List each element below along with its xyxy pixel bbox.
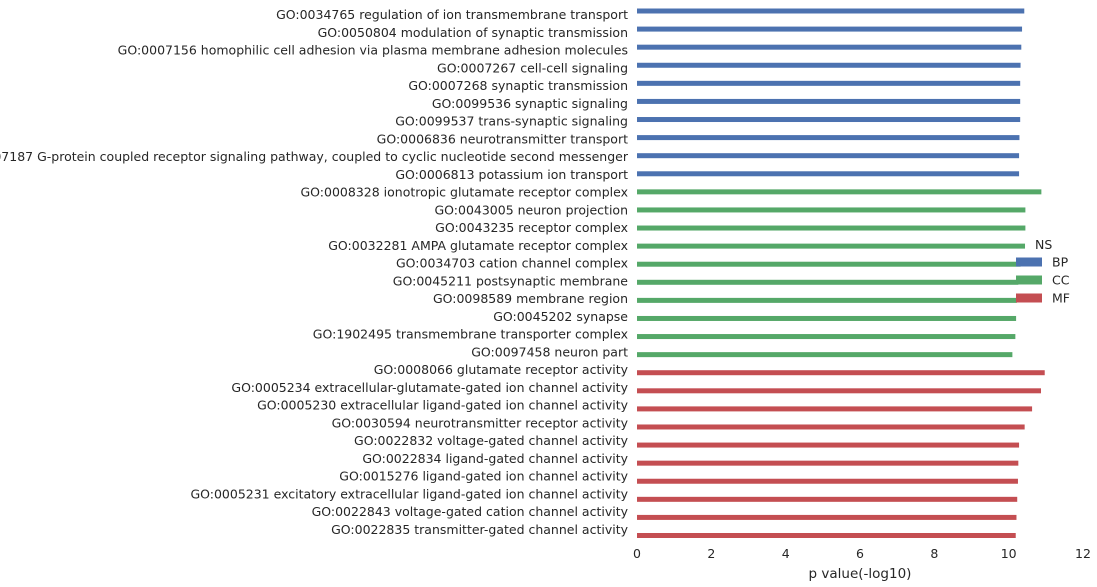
category-label: GO:0099537 trans-synaptic signaling bbox=[395, 114, 628, 129]
category-label: GO:0007187 G-protein coupled receptor si… bbox=[0, 149, 629, 164]
legend-swatch-mf bbox=[1016, 293, 1042, 303]
bar-mf bbox=[637, 370, 1045, 376]
bar-cc bbox=[637, 297, 1017, 303]
bar-bp bbox=[637, 44, 1022, 50]
category-label: GO:0032281 AMPA glutamate receptor compl… bbox=[328, 238, 628, 253]
bar-cc bbox=[637, 315, 1017, 321]
x-tick-label: 12 bbox=[1075, 546, 1091, 561]
bar-mf bbox=[637, 388, 1041, 394]
bar-bp bbox=[637, 153, 1020, 159]
bar-cc bbox=[637, 334, 1016, 340]
x-tick-label: 8 bbox=[930, 546, 938, 561]
x-axis-label: p value(-log10) bbox=[809, 566, 912, 582]
bar-mf bbox=[637, 460, 1019, 466]
category-label: GO:0043235 receptor complex bbox=[435, 220, 628, 235]
category-label: GO:0008066 glutamate receptor activity bbox=[374, 362, 629, 377]
legend-label-cc: CC bbox=[1052, 273, 1070, 288]
bar-bp bbox=[637, 171, 1020, 177]
bar-bp bbox=[637, 80, 1021, 86]
category-label: GO:0022843 voltage-gated cation channel … bbox=[312, 504, 629, 519]
category-label: GO:0007268 synaptic transmission bbox=[408, 78, 628, 93]
category-label: GO:0007156 homophilic cell adhesion via … bbox=[118, 43, 628, 58]
category-label: GO:0030594 neurotransmitter receptor act… bbox=[332, 415, 629, 430]
bar-cc bbox=[637, 189, 1042, 195]
category-label: GO:1902495 transmembrane transporter com… bbox=[313, 327, 628, 342]
legend-title: NS bbox=[1035, 237, 1052, 252]
category-label: GO:0045202 synapse bbox=[493, 309, 628, 324]
bar-cc bbox=[637, 261, 1021, 267]
bar-mf bbox=[637, 406, 1033, 412]
category-label: GO:0022832 voltage-gated channel activit… bbox=[354, 433, 629, 448]
x-tick-label: 4 bbox=[782, 546, 790, 561]
category-label: GO:0006836 neurotransmitter transport bbox=[377, 131, 628, 146]
bar-mf bbox=[637, 424, 1025, 430]
bar-cc bbox=[637, 243, 1026, 249]
x-tick-label: 10 bbox=[1001, 546, 1017, 561]
x-tick-label: 6 bbox=[856, 546, 864, 561]
bar-cc bbox=[637, 279, 1019, 285]
category-label: GO:0045211 postsynaptic membrane bbox=[393, 273, 629, 288]
bar-bp bbox=[637, 62, 1021, 68]
category-label: GO:0006813 potassium ion transport bbox=[395, 167, 628, 182]
bar-mf bbox=[637, 533, 1016, 538]
category-label: GO:0034765 regulation of ion transmembra… bbox=[276, 7, 628, 22]
bar-bp bbox=[637, 8, 1025, 14]
category-label: GO:0008328 ionotropic glutamate receptor… bbox=[301, 185, 629, 200]
category-label: GO:0022835 transmitter-gated channel act… bbox=[331, 522, 628, 537]
category-label: GO:0097458 neuron part bbox=[471, 344, 628, 359]
bars-layer bbox=[637, 8, 1045, 538]
bar-mf bbox=[637, 514, 1017, 520]
bar-bp bbox=[637, 26, 1023, 32]
category-label: GO:0034703 cation channel complex bbox=[396, 256, 628, 271]
bar-cc bbox=[637, 225, 1026, 231]
category-label: GO:0005230 extracellular ligand-gated io… bbox=[257, 398, 629, 413]
category-label: GO:0098589 membrane region bbox=[433, 291, 628, 306]
category-label: GO:0007267 cell-cell signaling bbox=[437, 60, 628, 75]
legend-swatch-cc bbox=[1016, 275, 1042, 285]
category-labels: GO:0034765 regulation of ion transmembra… bbox=[0, 7, 629, 537]
category-label: GO:0099536 synaptic signaling bbox=[432, 96, 628, 111]
bar-bp bbox=[637, 117, 1021, 123]
bar-cc bbox=[637, 352, 1013, 358]
category-label: GO:0005231 excitatory extracellular liga… bbox=[190, 486, 628, 501]
x-axis: 0 2 4 6 8 10 12 bbox=[633, 546, 1091, 561]
category-label: GO:0043005 neuron projection bbox=[434, 202, 628, 217]
x-tick-label: 0 bbox=[633, 546, 641, 561]
category-label: GO:0022834 ligand-gated channel activity bbox=[362, 451, 628, 466]
bar-mf bbox=[637, 478, 1018, 484]
bar-bp bbox=[637, 98, 1021, 104]
category-label: GO:0015276 ligand-gated ion channel acti… bbox=[339, 469, 628, 484]
legend-swatch-bp bbox=[1016, 257, 1042, 267]
bar-mf bbox=[637, 442, 1020, 448]
legend: NS BP CC MF bbox=[1016, 237, 1070, 306]
x-tick-label: 2 bbox=[707, 546, 715, 561]
legend-label-mf: MF bbox=[1052, 291, 1070, 306]
bar-bp bbox=[637, 135, 1020, 141]
bar-mf bbox=[637, 496, 1018, 502]
bar-cc bbox=[637, 207, 1026, 213]
category-label: GO:0005234 extracellular-glutamate-gated… bbox=[231, 380, 628, 395]
legend-label-bp: BP bbox=[1052, 255, 1069, 270]
category-label: GO:0050804 modulation of synaptic transm… bbox=[318, 25, 628, 40]
